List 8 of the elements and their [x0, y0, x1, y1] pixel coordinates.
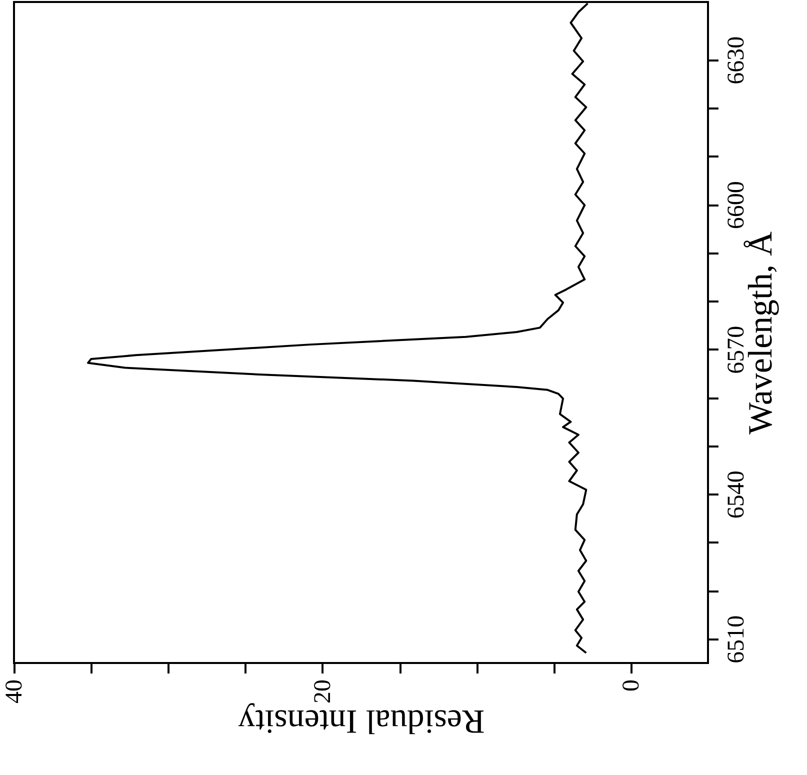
y-tick-label: 6540: [724, 470, 750, 519]
x-axis-title: Residual Intensity: [238, 702, 485, 740]
x-tick-label: 0: [618, 680, 644, 692]
y-tick-label: 6600: [724, 181, 750, 230]
y-tick-label: 6630: [724, 36, 750, 84]
x-tick-label: 20: [310, 680, 336, 704]
y-tick-label: 6510: [724, 615, 750, 664]
x-tick-label: 40: [2, 680, 28, 704]
